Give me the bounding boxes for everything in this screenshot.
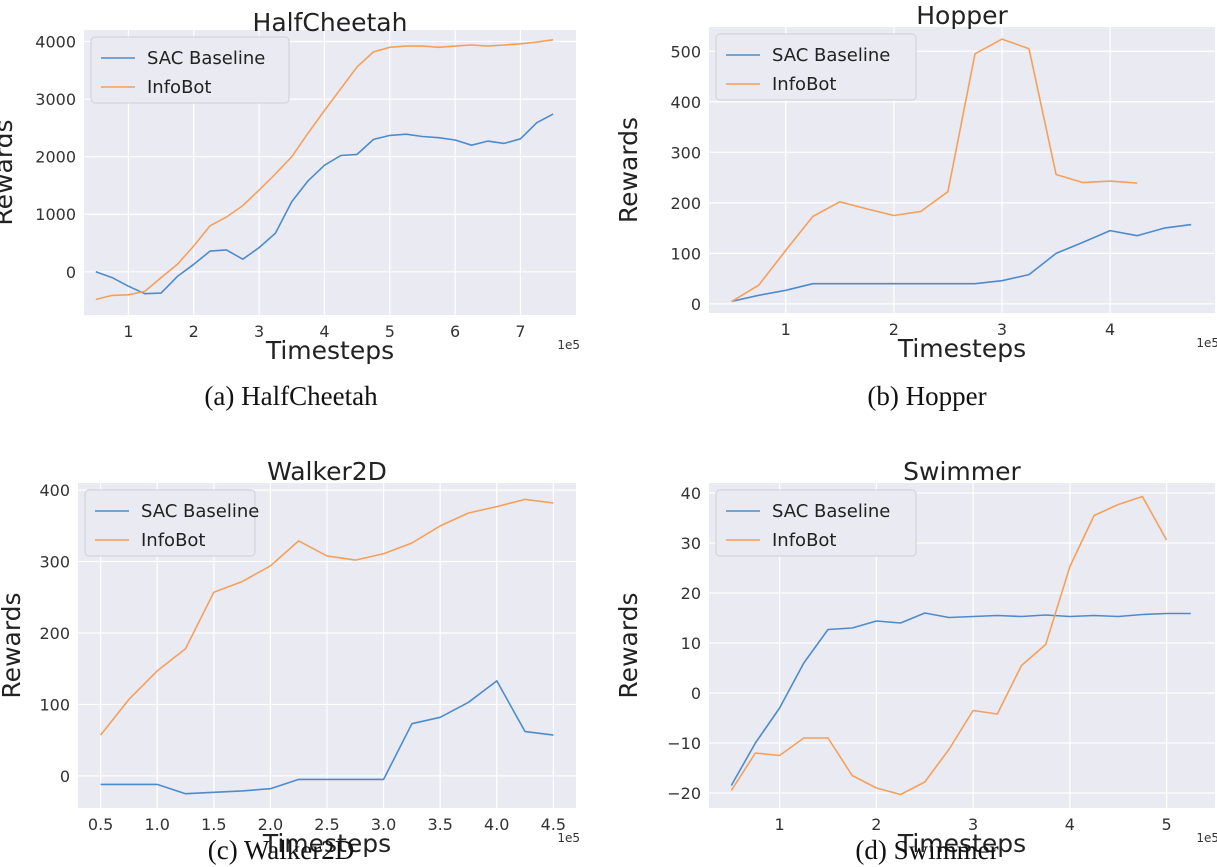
x-tick-label: 2 [189,322,199,341]
series-line-sac-baseline [731,223,1192,303]
x-tick-label: 3.5 [427,815,452,834]
chart-canvas: 1 2 3 4 5 6 7 0 1000 2000 3000 4000 HalfCheetah Times… [0,8,580,365]
legend: SAC Baseline InfoBot [90,36,290,104]
y-tick-label: 0 [691,295,701,314]
x-tick-label: 2 [889,320,899,339]
series-line-sac-baseline [100,680,554,795]
legend-label-sac-baseline: SAC Baseline [141,501,259,522]
x-tick-label: 4.0 [484,815,509,834]
y-axis-label: Rewards [0,119,18,225]
y-tick-label: −10 [667,734,701,753]
x-tick-label: 6 [450,322,460,341]
x-axis-offset-label: 1e5 [1196,831,1217,845]
x-tick-label: 2.0 [258,815,283,834]
chart-title: Walker2D [267,457,387,486]
series-line-infobot [730,495,1168,796]
x-tick-label: 7 [515,322,525,341]
y-tick-label: 0 [691,684,701,703]
series-line-infobot [95,39,554,301]
y-tick-label: 400 [39,481,70,500]
chart-halfcheetah: 1 2 3 4 5 6 7 0 1000 2000 3000 4000 HalfCheetah Times… [0,0,604,370]
legend-box [90,36,290,104]
x-tick-label: 3 [997,320,1007,339]
chart-title: Swimmer [903,457,1021,486]
x-tick-label: 3 [968,815,978,834]
x-tick-label: 1 [781,320,791,339]
y-tick-label: 1000 [35,205,76,224]
y-tick-label: 200 [39,624,70,643]
x-tick-label: 5 [385,322,395,341]
x-tick-label: 4 [1065,815,1075,834]
y-tick-label: 0 [66,263,76,282]
x-tick-label: 1 [123,322,133,341]
legend: SAC Baseline InfoBot [715,33,917,101]
legend-label-infobot: InfoBot [147,77,212,98]
x-axis-offset-label: 1e5 [557,338,580,352]
x-axis-label: Timesteps [897,829,1026,858]
y-tick-label: 300 [670,143,701,162]
x-tick-label: 4 [1105,320,1115,339]
y-tick-label: 30 [681,534,701,553]
legend-label-infobot: InfoBot [772,530,837,551]
x-axis-label: Timesteps [262,829,391,858]
y-tick-label: 100 [39,695,70,714]
x-tick-label: 5 [1162,815,1172,834]
x-tick-label: 2 [871,815,881,834]
chart-canvas: 1 2 3 4 5 −20 −10 0 10 20 30 40 Swimmer Timesteps 1e5 R… [614,457,1217,858]
legend: SAC Baseline InfoBot [84,489,259,557]
chart-title: HalfCheetah [253,8,408,37]
series-line-infobot [99,498,554,736]
x-tick-label: 1 [775,815,785,834]
y-tick-label: 100 [670,244,701,263]
y-tick-label: 300 [39,553,70,572]
legend-label-infobot: InfoBot [772,74,837,95]
y-axis-label: Rewards [614,592,643,698]
legend-label-sac-baseline: SAC Baseline [772,45,890,66]
y-tick-label: 10 [681,634,701,653]
caption-swimmer: (d) Swimmer [855,835,999,865]
chart-walker2d: 0.5 1.0 1.5 2.0 2.5 3.0 3.5 4.0 4.5 0 100 200 300 400… [0,440,604,858]
x-tick-label: 0.5 [88,815,113,834]
x-tick-label: 1.5 [201,815,226,834]
legend-box [715,33,917,101]
legend-label-sac-baseline: SAC Baseline [147,48,265,69]
y-tick-label: 0 [60,767,70,786]
series-line-sac-baseline [730,612,1191,786]
chart-title: Hopper [916,1,1008,30]
caption-walker2d: (c) Walker2D [207,835,355,865]
x-tick-label: 2.5 [314,815,339,834]
x-tick-label: 3 [254,322,264,341]
y-tick-label: 2000 [35,148,76,167]
legend-label-sac-baseline: SAC Baseline [772,501,890,522]
y-tick-label: 4000 [35,33,76,52]
x-tick-label: 4.5 [541,815,566,834]
y-tick-label: 3000 [35,90,76,109]
legend: SAC Baseline InfoBot [715,489,917,557]
y-tick-label: −20 [667,784,701,803]
caption-hopper: (b) Hopper [867,381,987,411]
x-axis-label: Timesteps [897,334,1026,363]
legend-label-infobot: InfoBot [141,530,206,551]
x-axis-offset-label: 1e5 [1196,336,1217,350]
y-tick-label: 20 [681,584,701,603]
chart-swimmer: 1 2 3 4 5 −20 −10 0 10 20 30 40 Swimmer Timesteps 1e5 R… [609,440,1217,858]
caption-halfcheetah: (a) HalfCheetah [204,381,378,411]
legend-box [715,489,917,557]
y-tick-label: 200 [670,194,701,213]
y-axis-label: Rewards [0,592,26,698]
y-axis-label: Rewards [614,117,643,223]
y-tick-label: 500 [670,42,701,61]
chart-canvas: 1 2 3 4 0 100 200 300 400 500 Hopper Timesteps 1e5 Re… [614,1,1217,363]
x-tick-label: 1.0 [145,815,170,834]
chart-hopper: 1 2 3 4 0 100 200 300 400 500 Hopper Timesteps 1e5 Re… [609,0,1217,370]
series-line-sac-baseline [95,113,554,295]
x-tick-label: 4 [319,322,329,341]
x-axis-label: Timesteps [265,336,394,365]
chart-canvas: 0.5 1.0 1.5 2.0 2.5 3.0 3.5 4.0 4.5 0 100 200 300 400… [0,457,580,858]
y-tick-label: 40 [681,484,701,503]
x-axis-offset-label: 1e5 [557,831,580,845]
y-tick-label: 400 [670,93,701,112]
x-tick-label: 3.0 [371,815,396,834]
series-line-infobot [731,38,1138,303]
